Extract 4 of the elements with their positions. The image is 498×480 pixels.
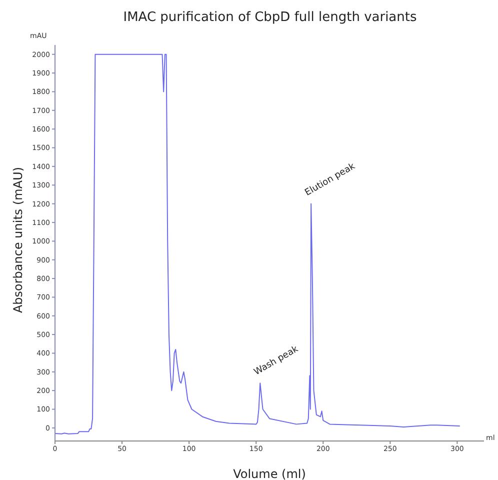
line-series xyxy=(55,54,460,434)
chart-title: IMAC purification of CbpD full length variants xyxy=(122,10,418,25)
y-axis-title: Absorbance units (mAU) xyxy=(11,166,25,314)
x-axis-title: Volume (ml) xyxy=(233,467,306,480)
